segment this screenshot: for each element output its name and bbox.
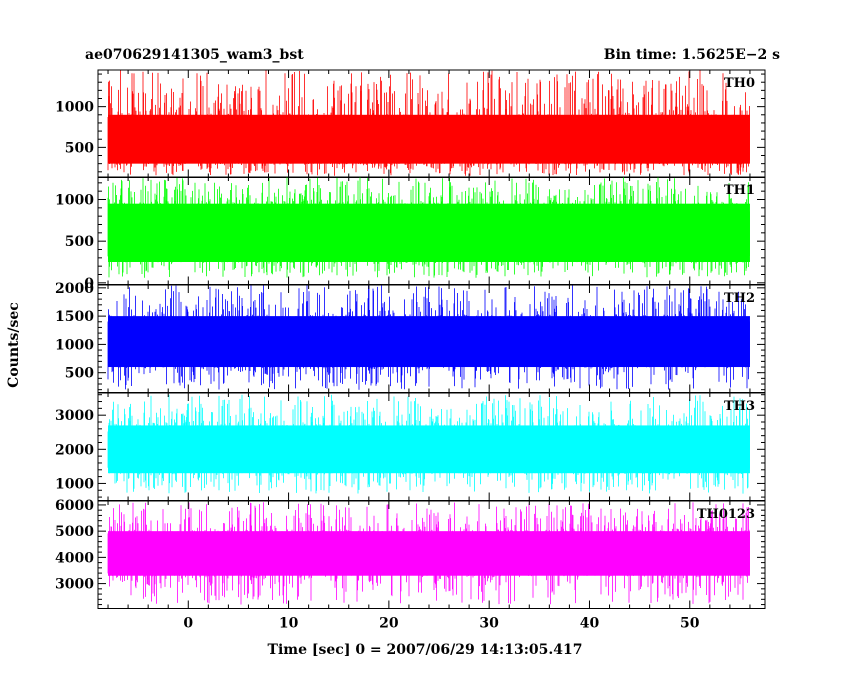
x-tick-label: 30 xyxy=(479,616,499,632)
panel-label: TH0 xyxy=(724,76,755,91)
panel-label: TH3 xyxy=(724,399,755,414)
y-tick-label: 4000 xyxy=(55,550,94,566)
y-tick-label: 2000 xyxy=(55,442,94,458)
bin-time-label: Bin time: 1.5625E−2 s xyxy=(604,47,780,63)
x-tick-label: 40 xyxy=(580,616,600,632)
y-tick-label: 1500 xyxy=(55,309,94,325)
panel-th0123: 3000 4000 5000 6000 0 10 20 30 40 50 TH0123 xyxy=(55,498,766,632)
series-core-th1 xyxy=(108,203,750,262)
x-tick-label: 20 xyxy=(379,616,399,632)
series-core-th0123 xyxy=(108,531,750,576)
x-axis-label: Time [sec] 0 = 2007/06/29 14:13:05.417 xyxy=(268,642,583,658)
panels: 5001000TH005001000TH1500100015002000TH21… xyxy=(55,69,766,632)
panel-label: TH0123 xyxy=(697,507,755,522)
panel-frame xyxy=(97,500,766,609)
y-axis-label: Counts/sec xyxy=(6,302,22,388)
y-tick-label: 500 xyxy=(65,234,94,250)
y-tick-label: 1000 xyxy=(55,476,94,492)
y-tick-label: 5000 xyxy=(55,524,94,540)
y-tick-label: 0 xyxy=(84,276,94,292)
panel-th0: 500 1000 TH0 xyxy=(55,69,766,178)
panel-label: TH2 xyxy=(724,291,755,306)
x-tick-label: 0 xyxy=(183,616,193,632)
y-tick-label: 2000 xyxy=(55,281,94,297)
series-core-th0 xyxy=(108,114,750,164)
y-tick-label: 500 xyxy=(65,366,94,382)
panel-th2: 500 1000 1500 2000 TH2 xyxy=(55,281,766,393)
panel-label: TH1 xyxy=(724,183,755,198)
y-tick-label: 6000 xyxy=(55,498,94,514)
panel-th1: 0 500 1000 TH1 xyxy=(55,176,766,292)
x-tick-label: 10 xyxy=(279,616,299,632)
plot-title: ae070629141305_wam3_bst xyxy=(85,47,304,63)
y-tick-label: 1000 xyxy=(55,337,94,353)
series-core-th3 xyxy=(108,425,750,474)
series-core-th2 xyxy=(108,316,750,368)
y-tick-label: 1000 xyxy=(55,100,94,116)
x-tick-label: 50 xyxy=(680,616,700,632)
y-tick-label: 3000 xyxy=(55,408,94,424)
panel-th3: 1000 2000 3000 TH3 xyxy=(55,392,766,501)
y-tick-label: 1000 xyxy=(55,193,94,209)
y-tick-label: 500 xyxy=(65,140,94,156)
y-tick-label: 3000 xyxy=(55,577,94,593)
